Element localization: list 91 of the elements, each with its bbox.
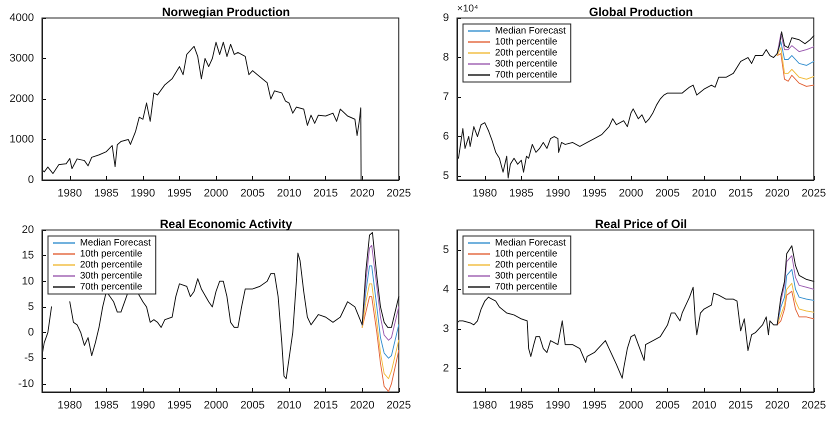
- x-tick-label: 1995: [167, 188, 192, 200]
- legend-label: 20th percentile: [495, 260, 558, 270]
- x-tick-label: 2025: [802, 400, 826, 412]
- line-series: [776, 41, 814, 66]
- y-tick-label: 2000: [10, 93, 34, 105]
- x-tick-label: 2000: [204, 400, 228, 412]
- line-series: [776, 290, 814, 326]
- line-series: [776, 33, 814, 54]
- x-tick-label: 1985: [509, 188, 534, 200]
- legend-label: 20th percentile: [80, 260, 142, 270]
- legend-label: 10th percentile: [495, 36, 558, 48]
- x-tick-label: 1995: [582, 188, 607, 200]
- x-tick-label: 2005: [240, 400, 265, 412]
- x-tick-label: 2010: [276, 188, 302, 200]
- x-tick-label: 1985: [509, 400, 534, 412]
- x-tick-label: 2020: [764, 400, 790, 412]
- y-tick-label: -10: [18, 378, 34, 390]
- x-tick-label: 2010: [692, 188, 716, 200]
- y-tick-label: 3000: [10, 52, 34, 64]
- x-tick-label: 1990: [130, 400, 156, 412]
- x-tick-label: 2005: [240, 188, 265, 200]
- y-tick-label: 9: [442, 12, 449, 24]
- legend-label: 70th percentile: [495, 70, 558, 80]
- x-tick-label: 2020: [764, 188, 790, 200]
- chart-title: Norwegian Production: [162, 5, 290, 19]
- x-tick-label: 1990: [546, 400, 570, 412]
- y-tick-label: 5: [28, 300, 34, 313]
- x-tick-label: 2015: [313, 400, 338, 412]
- legend-label: Median Forecast: [495, 26, 566, 36]
- y-tick-label: 20: [22, 224, 34, 236]
- legend-label: 70th percentile: [80, 282, 142, 292]
- chart-title: Real Price of Oil: [594, 217, 688, 231]
- y-tick-label: -5: [24, 352, 34, 364]
- chart-title: Real Economic Activity: [160, 217, 292, 231]
- line-series: [362, 244, 400, 341]
- y-tick-label: 5: [442, 244, 449, 256]
- y-tick-label: 8: [442, 52, 449, 64]
- x-tick-label: 1980: [472, 188, 498, 200]
- x-tick-label: 2025: [802, 188, 826, 200]
- x-tick-label: 2010: [692, 400, 716, 412]
- x-tick-label: 1980: [58, 400, 82, 412]
- y-tick-label: 0: [28, 326, 34, 339]
- line-series: [362, 283, 400, 380]
- x-tick-label: 2025: [386, 188, 412, 200]
- y-tick-label: 2: [442, 362, 449, 374]
- legend-label: 10th percentile: [80, 248, 142, 260]
- x-tick-label: 2015: [313, 188, 338, 200]
- legend-label: Median Forecast: [495, 238, 566, 248]
- y-tick-label: 5: [442, 170, 449, 182]
- legend-label: 30th percentile: [495, 58, 558, 70]
- chart-title: Global Production: [589, 5, 693, 19]
- x-tick-label: 2010: [276, 400, 302, 412]
- y-tick-label: 10: [22, 275, 34, 288]
- y-tick-label: 7: [442, 91, 449, 104]
- x-tick-label: 1990: [546, 188, 570, 200]
- line-series: [362, 296, 400, 392]
- legend-label: 30th percentile: [80, 270, 142, 282]
- x-tick-label: 2000: [618, 188, 644, 200]
- y-tick-label: 6: [442, 130, 449, 143]
- x-tick-label: 2015: [728, 400, 753, 412]
- y-tick-label: 4: [442, 283, 449, 296]
- x-tick-label: 1985: [94, 400, 119, 412]
- y-tick-label: 1000: [10, 134, 34, 146]
- legend-label: 10th percentile: [495, 248, 558, 260]
- y-tick-label: 15: [22, 250, 34, 262]
- y-tick-label: 3: [442, 322, 449, 335]
- x-tick-label: 1990: [130, 188, 156, 200]
- y-tick-label: 4000: [10, 12, 34, 24]
- x-tick-label: 2005: [655, 188, 680, 200]
- x-tick-label: 1980: [58, 188, 82, 200]
- x-tick-label: 2015: [728, 188, 753, 200]
- legend-label: 20th percentile: [495, 48, 558, 58]
- x-tick-label: 1995: [582, 400, 607, 412]
- x-tick-label: 1995: [167, 400, 192, 412]
- x-tick-label: 2000: [618, 400, 644, 412]
- x-tick-label: 1980: [472, 400, 498, 412]
- text: ×10⁴: [457, 4, 478, 14]
- line-series: [776, 282, 814, 326]
- x-tick-label: 2020: [350, 400, 374, 412]
- x-tick-label: 2005: [655, 400, 680, 412]
- legend-label: Median Forecast: [80, 238, 152, 248]
- x-tick-label: 2025: [386, 400, 412, 412]
- x-tick-label: 1985: [94, 188, 119, 200]
- line-series: [776, 47, 814, 80]
- line-series: [776, 53, 814, 87]
- x-tick-label: 2020: [350, 188, 374, 200]
- legend-label: 70th percentile: [495, 282, 558, 292]
- legend-label: 30th percentile: [495, 270, 558, 282]
- line-series: [362, 265, 400, 359]
- y-tick-label: 0: [28, 174, 34, 186]
- x-tick-label: 2000: [204, 188, 228, 200]
